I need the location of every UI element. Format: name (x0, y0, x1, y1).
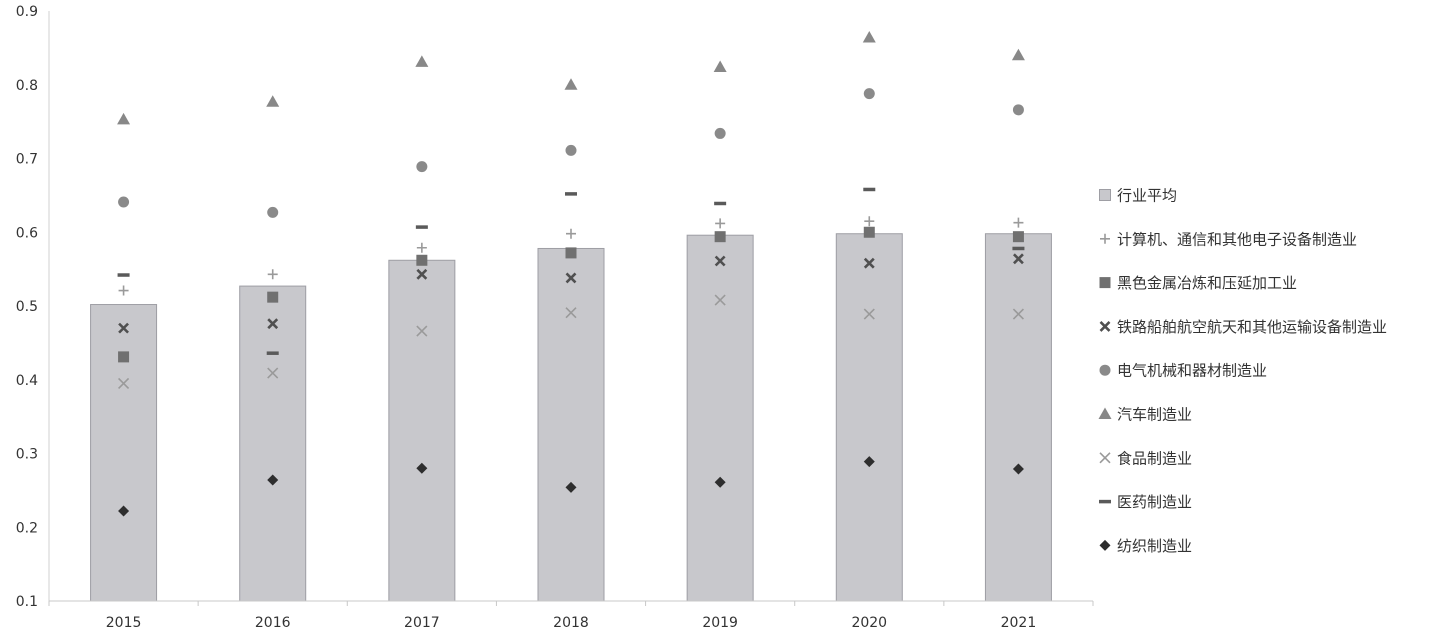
legend-label: 电气机械和器材制造业 (1117, 362, 1267, 380)
y-tick-label: 0.4 (16, 373, 38, 389)
y-tick-label: 0.3 (16, 447, 38, 463)
marker-triangle-2019 (713, 60, 727, 73)
marker-plus-2020 (864, 216, 875, 227)
marker-x-thin-2015 (118, 377, 130, 390)
y-tick-label: 0.2 (16, 520, 38, 536)
marker-diamond-2018 (565, 481, 577, 493)
marker-plus-2018 (566, 228, 576, 239)
bar-2017 (388, 259, 456, 602)
x-tick-label: 2018 (553, 615, 589, 631)
marker-triangle-2015 (117, 112, 131, 125)
marker-diamond-2021 (1012, 463, 1024, 475)
marker-square-2018 (565, 247, 577, 259)
marker-square-2016 (267, 291, 279, 303)
legend-marker-square (1099, 277, 1111, 289)
marker-circle-2019 (714, 127, 726, 139)
marker-plus-2019 (715, 218, 726, 229)
marker-diamond-2017 (416, 462, 428, 474)
legend-label: 汽车制造业 (1117, 406, 1192, 424)
marker-plus-2021 (1013, 217, 1024, 228)
bar-2020 (835, 233, 903, 602)
marker-circle-2016 (267, 206, 279, 218)
marker-circle-2017 (416, 161, 428, 173)
legend-marker-diamond (1099, 539, 1111, 551)
x-tick-label: 2016 (255, 615, 291, 631)
marker-circle-2021 (1012, 104, 1024, 116)
marker-dash-2016 (266, 351, 279, 355)
legend-label: 医药制造业 (1117, 493, 1192, 511)
x-tick-label: 2021 (1001, 615, 1037, 631)
marker-diamond-2015 (118, 505, 130, 517)
legend-label: 铁路船舶航空航天和其他运输设备制造业 (1117, 318, 1387, 336)
marker-x-thin-2018 (565, 307, 577, 319)
marker-square-2015 (118, 351, 130, 363)
marker-circle-2018 (565, 144, 577, 156)
x-tick-label: 2015 (106, 615, 142, 631)
legend-marker-dash (1099, 499, 1111, 504)
marker-x-thin-2021 (1012, 308, 1024, 320)
marker-plus-2015 (118, 285, 129, 296)
y-tick-label: 0.9 (16, 4, 38, 20)
marker-triangle-2017 (415, 55, 429, 67)
marker-square-2020 (863, 226, 875, 238)
bar-2015 (90, 304, 158, 602)
marker-dash-2018 (565, 192, 577, 196)
marker-dash-2021 (1012, 246, 1025, 251)
legend-label: 食品制造业 (1117, 449, 1192, 467)
legend-label: 纺织制造业 (1117, 537, 1192, 555)
legend-marker-circle (1099, 364, 1111, 376)
marker-x-bold-2021 (1013, 253, 1024, 265)
marker-x-thin-2019 (714, 294, 726, 306)
x-tick-label: 2020 (851, 615, 887, 631)
legend-marker-x-thin (1099, 452, 1111, 464)
marker-x-thin-2020 (863, 308, 875, 320)
marker-triangle-2016 (266, 95, 280, 107)
bar-2018 (537, 247, 605, 602)
marker-x-thin-2017 (416, 325, 428, 337)
legend-label: 黑色金属冶炼和压延加工业 (1117, 274, 1297, 292)
marker-plus-2016 (267, 269, 278, 280)
y-tick-label: 0.6 (16, 225, 38, 241)
marker-circle-2015 (118, 196, 130, 208)
y-tick-label: 0.5 (16, 299, 38, 315)
x-tick-label: 2017 (404, 615, 440, 631)
marker-x-bold-2020 (863, 257, 875, 269)
legend-label: 行业平均 (1117, 187, 1177, 205)
legend-marker-x-bold (1099, 320, 1111, 332)
marker-x-thin-2016 (267, 367, 279, 379)
marker-x-bold-2016 (267, 318, 279, 330)
marker-dash-2015 (117, 273, 130, 277)
marker-x-bold-2017 (416, 268, 428, 280)
y-tick-label: 0.7 (16, 152, 38, 168)
bar-2021 (984, 233, 1052, 602)
x-tick-label: 2019 (702, 615, 738, 631)
marker-diamond-2016 (267, 474, 279, 486)
marker-triangle-2018 (564, 78, 578, 90)
marker-diamond-2020 (863, 456, 875, 468)
y-tick-label: 0.1 (16, 594, 38, 610)
marker-triangle-2021 (1011, 48, 1025, 61)
marker-square-2021 (1012, 231, 1024, 243)
marker-diamond-2019 (714, 476, 726, 488)
legend-marker-plus (1100, 233, 1110, 244)
marker-plus-2017 (416, 242, 427, 253)
marker-x-bold-2015 (118, 322, 129, 334)
legend-marker-triangle (1098, 407, 1112, 419)
marker-square-2017 (416, 254, 428, 266)
marker-triangle-2020 (862, 31, 876, 43)
marker-dash-2017 (415, 225, 428, 229)
marker-circle-2020 (863, 88, 875, 100)
bar-2019 (686, 234, 754, 602)
marker-dash-2019 (714, 201, 727, 206)
marker-dash-2020 (863, 187, 876, 192)
marker-x-bold-2019 (714, 255, 726, 267)
marker-square-2019 (714, 231, 726, 243)
legend-marker-bar (1099, 189, 1111, 201)
bar-2016 (239, 285, 307, 602)
y-tick-label: 0.8 (16, 78, 38, 94)
legend-label: 计算机、通信和其他电子设备制造业 (1117, 230, 1357, 248)
marker-x-bold-2018 (565, 272, 577, 284)
